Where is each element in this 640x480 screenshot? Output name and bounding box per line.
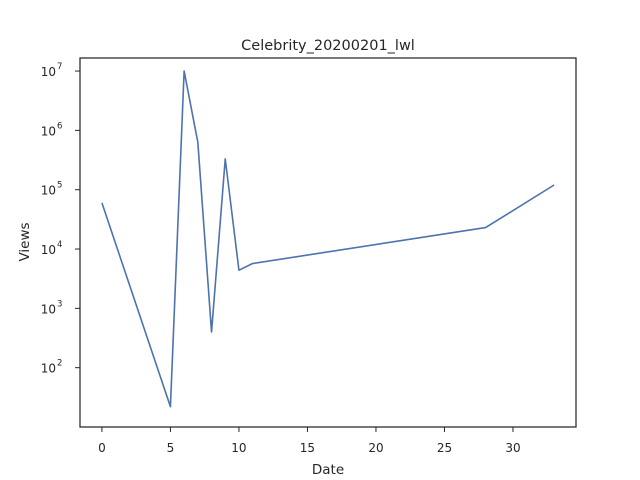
series-line (101, 70, 555, 408)
y-tick-label: 10 (41, 124, 56, 138)
y-tick-base: 10 (41, 124, 56, 138)
x-axis-ticks: 0 5 10 15 20 25 30 (98, 427, 521, 455)
y-tick-label: 10 (41, 243, 56, 257)
y-tick-exponent: 4 (57, 240, 62, 250)
plot-area (79, 57, 577, 428)
chart-title: Celebrity_20200201_lwl (241, 38, 415, 54)
y-tick-label: 10 (41, 184, 56, 198)
y-axis-label: Views (17, 222, 33, 261)
y-tick-label: 10 (41, 302, 56, 316)
y-tick-exponent: 5 (57, 181, 62, 191)
x-tick-label: 15 (300, 441, 315, 455)
y-tick-label: 10 (41, 362, 56, 376)
x-tick-label: 10 (231, 441, 246, 455)
x-axis-label: Date (312, 462, 344, 478)
x-tick-label: 5 (167, 441, 175, 455)
x-tick-label: 20 (368, 441, 383, 455)
y-tick-exponent: 7 (57, 62, 62, 72)
x-tick-label: 30 (505, 441, 520, 455)
y-tick-base: 10 (41, 362, 56, 376)
y-tick-label: 10 (41, 65, 56, 79)
y-tick-exponent: 3 (57, 299, 62, 309)
y-tick-base: 10 (41, 243, 56, 257)
y-tick-exponent: 2 (57, 359, 62, 369)
y-tick-base: 10 (41, 302, 56, 316)
y-tick-base: 10 (41, 184, 56, 198)
x-tick-label: 25 (437, 441, 452, 455)
y-tick-base: 10 (41, 65, 56, 79)
y-tick-exponent: 6 (57, 121, 62, 131)
x-tick-label: 0 (98, 441, 106, 455)
